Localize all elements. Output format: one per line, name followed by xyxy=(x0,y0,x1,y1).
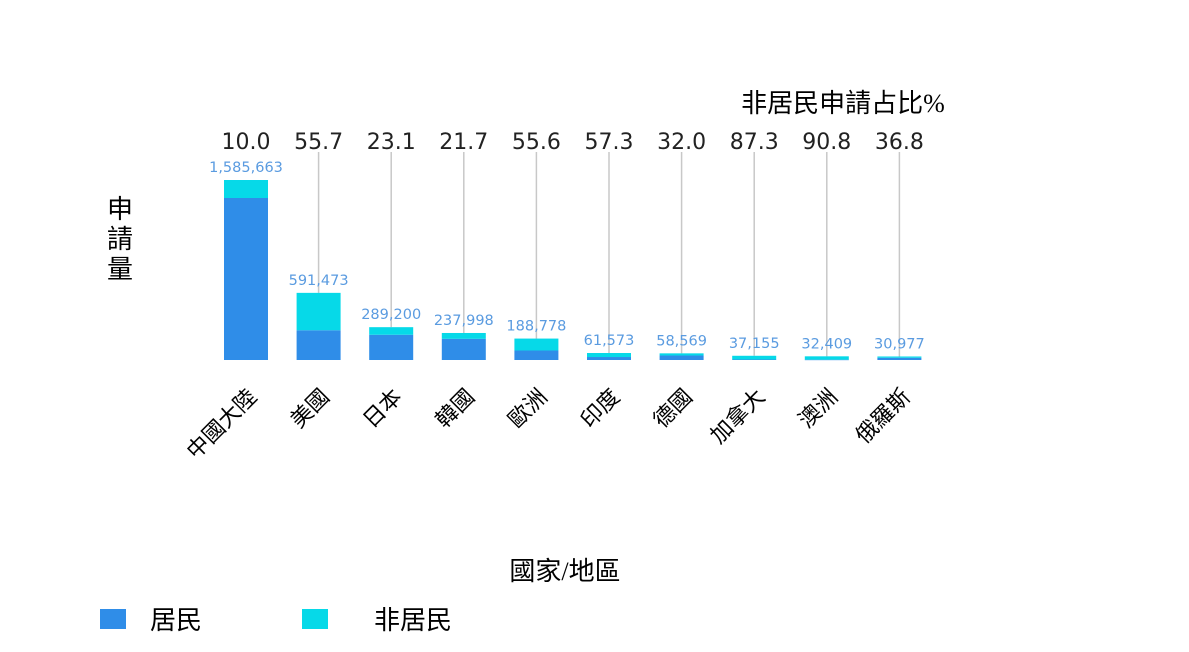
bar-segment-nonresident xyxy=(587,353,631,357)
category-label: 中國大陸 xyxy=(182,384,262,464)
share-label: 90.8 xyxy=(802,130,851,155)
bar-segment-resident xyxy=(369,335,413,360)
total-label: 188,778 xyxy=(506,319,566,335)
total-label: 289,200 xyxy=(361,307,421,323)
total-label: 32,409 xyxy=(801,336,852,352)
bar-segment-resident xyxy=(732,359,776,360)
bar-segment-resident xyxy=(224,198,268,360)
category-label: 澳洲 xyxy=(794,384,843,433)
legend-item-nonresident: 非居民 xyxy=(302,600,452,637)
category-label: 德國 xyxy=(648,384,697,433)
total-label: 30,977 xyxy=(874,336,925,352)
total-label: 58,569 xyxy=(656,333,707,349)
category-label: 俄羅斯 xyxy=(851,384,915,448)
total-label: 61,573 xyxy=(584,333,635,349)
category-label: 日本 xyxy=(358,384,407,433)
bar-segment-resident xyxy=(877,358,921,360)
bar-segment-nonresident xyxy=(442,333,486,339)
bars xyxy=(224,180,921,360)
category-label: 韓國 xyxy=(431,384,480,433)
y-axis-label-char: 量 xyxy=(107,255,133,284)
bar-segment-nonresident xyxy=(369,327,413,335)
category-label: 加拿大 xyxy=(705,384,769,448)
share-labels: 10.0 55.7 23.1 21.7 55.6 57.3 32.0 87.3 90.8 36.8 xyxy=(222,130,924,155)
total-label: 37,155 xyxy=(729,336,780,352)
share-label: 87.3 xyxy=(730,130,779,155)
legend-item-resident: 居民 xyxy=(100,600,202,637)
share-label: 57.3 xyxy=(585,130,634,155)
share-label: 36.8 xyxy=(875,130,924,155)
bar-segment-nonresident xyxy=(877,356,921,357)
share-label: 21.7 xyxy=(439,130,488,155)
share-label: 23.1 xyxy=(367,130,416,155)
legend: 居民 非居民 xyxy=(100,600,600,640)
bar-segment-nonresident xyxy=(224,180,268,198)
category-label: 歐洲 xyxy=(503,384,552,433)
legend-swatch-nonresident xyxy=(302,609,328,629)
y-axis-label: 申請量 xyxy=(107,195,133,284)
category-label: 印度 xyxy=(576,384,625,433)
bar-segment-nonresident xyxy=(514,339,558,351)
total-label: 237,998 xyxy=(434,313,494,329)
bar-segment-resident xyxy=(587,357,631,360)
total-label: 1,585,663 xyxy=(209,160,283,176)
y-axis-label-char: 請 xyxy=(107,225,133,254)
share-label: 32.0 xyxy=(657,130,706,155)
bar-segment-resident xyxy=(442,339,486,360)
legend-swatch-resident xyxy=(100,609,126,629)
share-title: 非居民申請占比% xyxy=(741,89,945,118)
leader-lines xyxy=(319,152,900,356)
category-labels: 中國大陸美國日本韓國歐洲印度德國加拿大澳洲俄羅斯 xyxy=(182,384,915,464)
share-label: 55.6 xyxy=(512,130,561,155)
y-axis-label-char: 申 xyxy=(107,195,133,224)
bar-segment-resident xyxy=(514,350,558,360)
bar-segment-resident xyxy=(660,355,704,360)
category-label: 美國 xyxy=(285,384,334,433)
bar-segment-nonresident xyxy=(732,356,776,360)
share-label: 55.7 xyxy=(294,130,343,155)
legend-label-resident: 居民 xyxy=(150,600,202,637)
bar-segment-nonresident xyxy=(805,356,849,359)
bar-segment-resident xyxy=(297,330,341,360)
share-label: 10.0 xyxy=(222,130,271,155)
bar-segment-nonresident xyxy=(297,293,341,330)
legend-label-nonresident: 非居民 xyxy=(374,600,452,637)
bar-segment-nonresident xyxy=(660,353,704,355)
bar-segment-resident xyxy=(805,360,849,361)
total-label: 591,473 xyxy=(289,273,349,289)
x-axis-label: 國家/地區 xyxy=(509,557,620,586)
